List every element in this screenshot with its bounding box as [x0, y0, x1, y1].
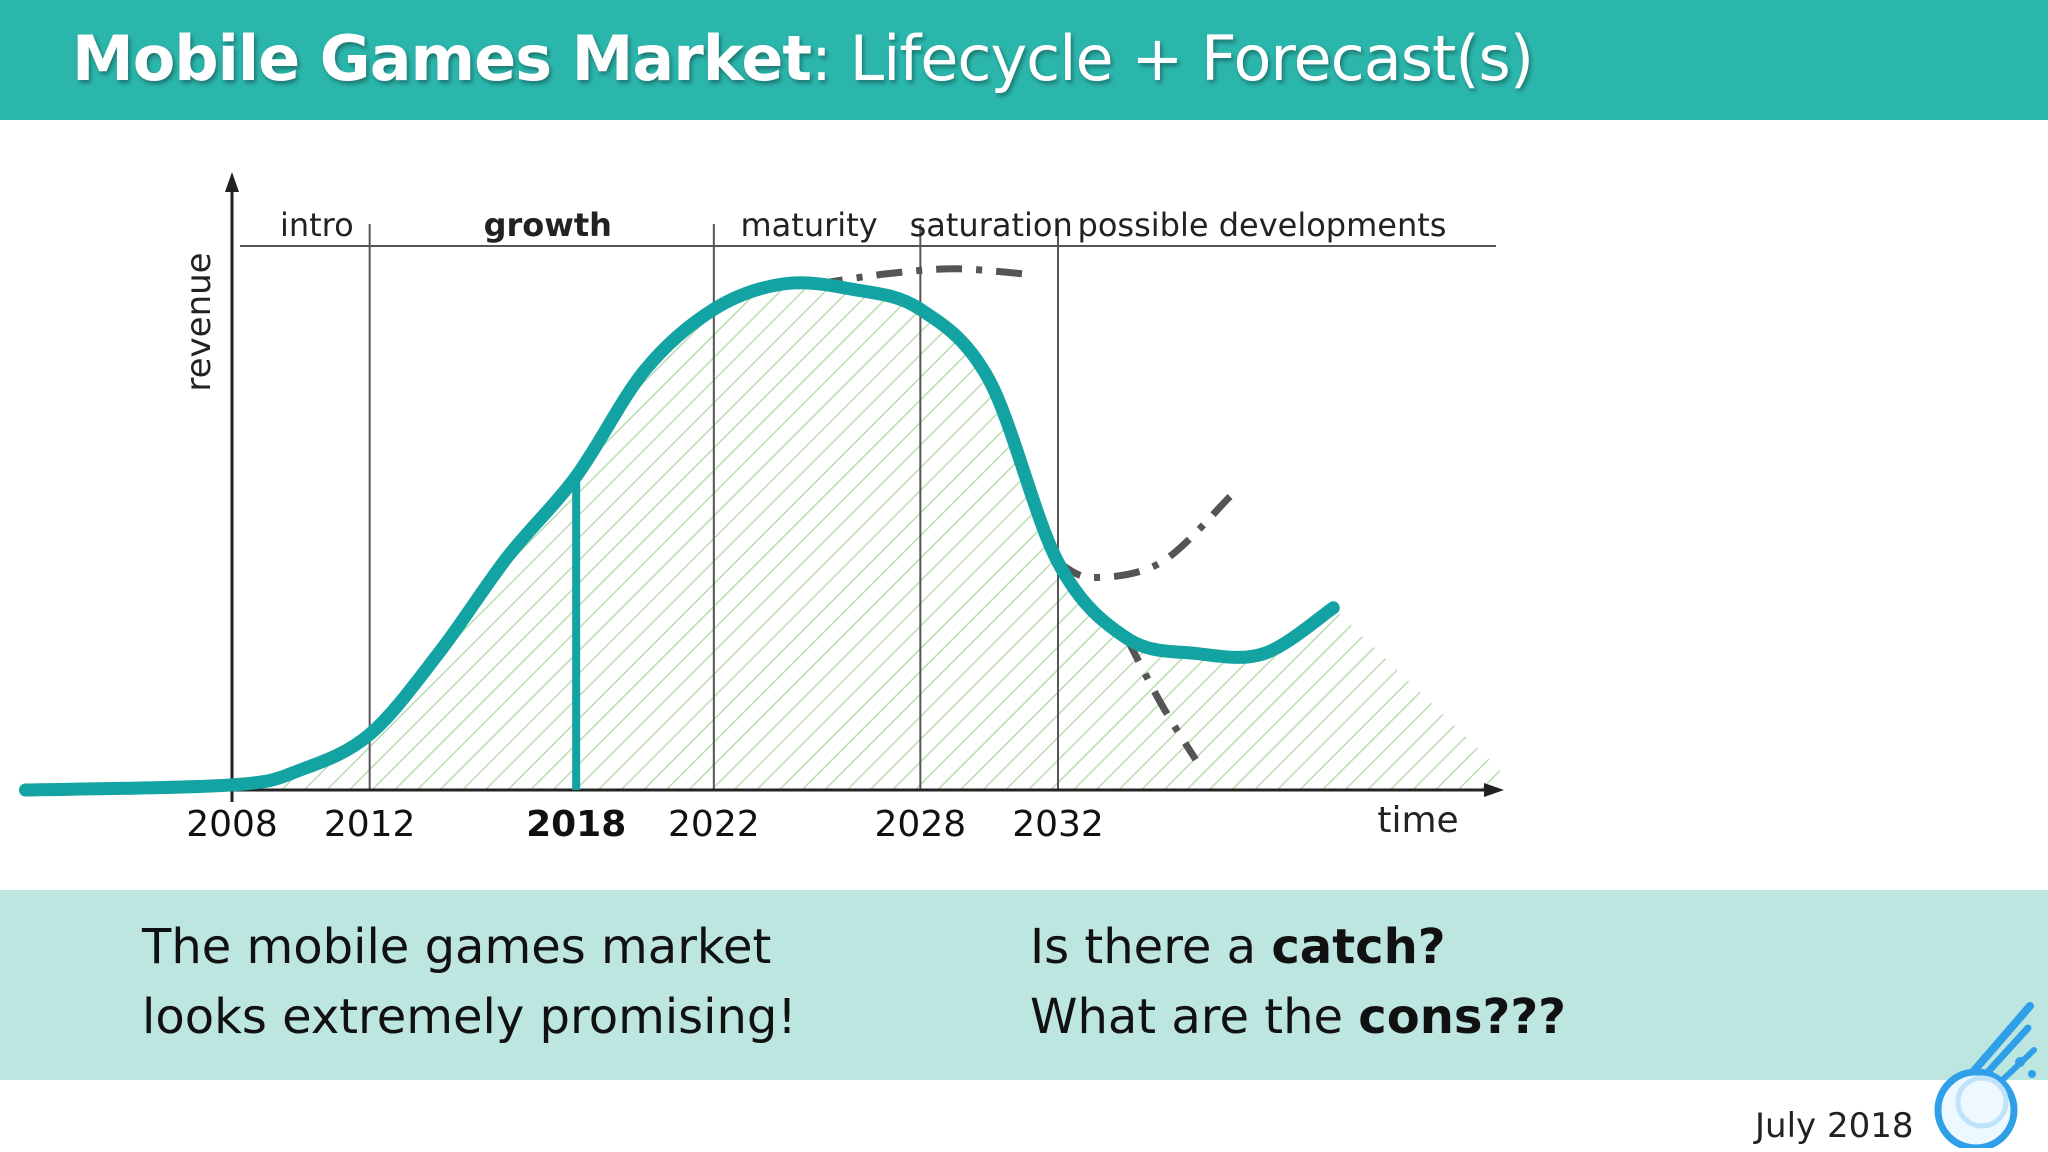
- phase-label-3: saturation: [910, 206, 1073, 244]
- lifecycle-chart-svg: intro growth maturity saturation possible de…: [19, 172, 1504, 845]
- message-right: Is there a catch? What are the cons???: [1030, 912, 1566, 1052]
- x-tick-label-4: 2028: [875, 804, 967, 845]
- forecast-dashed-1: [1056, 493, 1233, 582]
- message-band: The mobile games market looks extremely …: [0, 890, 2048, 1080]
- x-tick-label-0: 2008: [186, 804, 278, 845]
- x-axis-arrow: [1484, 783, 1504, 797]
- x-tick-label-1: 2012: [324, 804, 416, 845]
- message-right-line2-text: What are the: [1030, 989, 1359, 1045]
- phase-label-1: growth: [484, 206, 612, 244]
- title-bar: Mobile Games Market: Lifecycle + Forecas…: [0, 0, 2048, 120]
- phase-label-2: maturity: [741, 206, 878, 244]
- revenue-curve: [19, 276, 1340, 797]
- x-tick-label-5: 2032: [1012, 804, 1104, 845]
- slide-title-bold: Mobile Games Market: [72, 22, 812, 95]
- y-axis-label: revenue: [179, 252, 219, 391]
- message-left-line1: The mobile games market: [142, 919, 772, 975]
- message-right-line1-text: Is there a: [1030, 919, 1272, 975]
- message-left-line2: looks extremely promising!: [142, 989, 797, 1045]
- comet-logo-icon: [1920, 998, 2045, 1152]
- message-right-line1: Is there a catch?: [1030, 912, 1566, 982]
- forecast-dashed-0: [816, 265, 1024, 288]
- x-tick-label-3: 2022: [668, 804, 760, 845]
- forecast-dashed-2: [1123, 636, 1199, 762]
- phase-label-4: possible developments: [1078, 206, 1447, 244]
- phase-label-0: intro: [280, 206, 354, 244]
- message-left: The mobile games market looks extremely …: [142, 912, 797, 1052]
- x-axis-label: time: [1377, 800, 1458, 841]
- footer-date: July 2018: [1755, 1106, 1914, 1146]
- x-tick-label-2: 2018: [526, 804, 626, 845]
- slide-title-rest: : Lifecycle + Forecast(s): [811, 22, 1534, 95]
- slide-title: Mobile Games Market: Lifecycle + Forecas…: [72, 22, 1534, 95]
- message-right-line2: What are the cons???: [1030, 982, 1566, 1052]
- message-right-line1-bold: catch?: [1271, 919, 1446, 975]
- y-axis-arrow: [225, 172, 239, 192]
- message-right-line2-bold: cons???: [1358, 989, 1566, 1045]
- chart-hatched-area: [232, 282, 1500, 790]
- lifecycle-chart: intro growth maturity saturation possible de…: [0, 120, 2048, 890]
